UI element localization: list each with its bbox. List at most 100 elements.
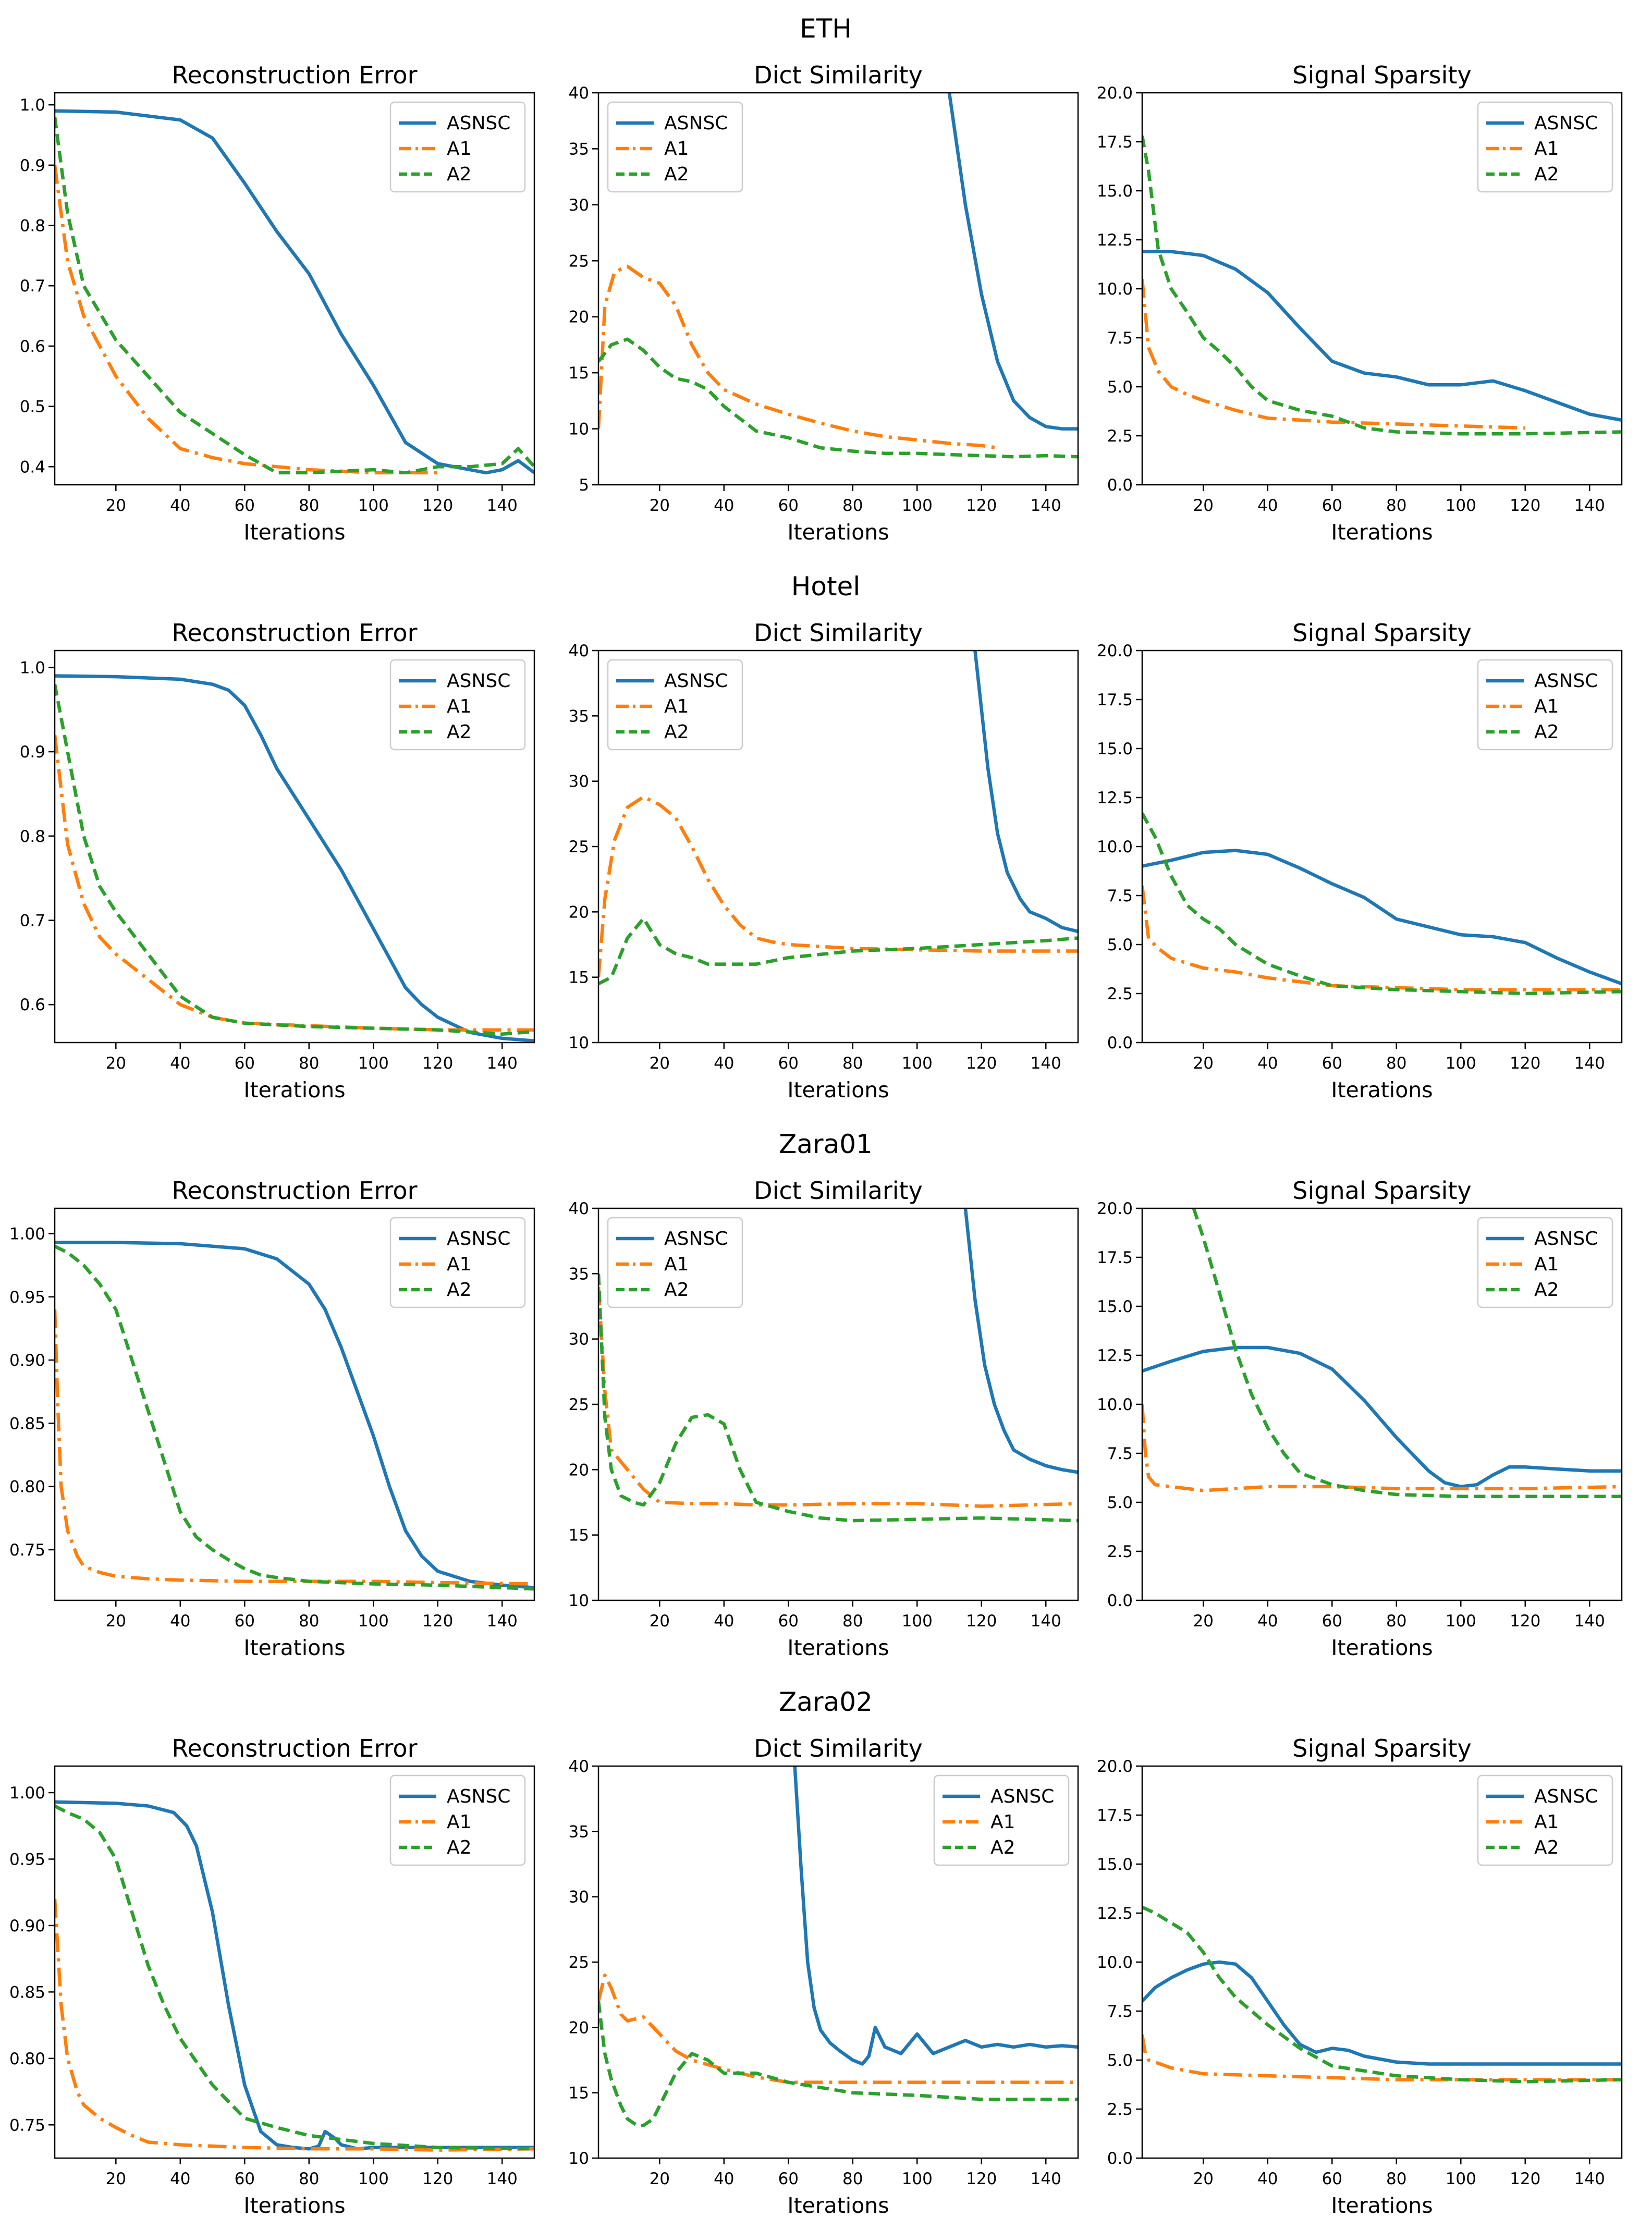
series-line-a1 [598,1287,1078,1508]
y-tick-label: 10.0 [1097,280,1133,299]
subplot-title: Reconstruction Error [172,1734,417,1762]
x-tick-label: 60 [1322,1612,1342,1631]
x-tick-label: 120 [966,1054,997,1073]
series-line-asnsc [1142,1345,1622,1489]
legend-label: A2 [990,1837,1015,1858]
y-tick-label: 7.5 [1107,2002,1133,2021]
legend: ASNSC A1 A2 [607,1217,743,1308]
legend-label: A1 [1534,138,1559,160]
y-tick-label: 10.0 [1097,1953,1133,1972]
x-tick-label: 140 [1574,2170,1605,2188]
x-tick-label: 60 [778,2170,799,2188]
y-tick-label: 10 [569,1034,589,1052]
x-tick-label: 80 [842,2170,863,2188]
x-tick-label: 80 [1386,2170,1406,2188]
x-tick-label: 40 [170,1612,190,1631]
subplot-title: Reconstruction Error [172,619,417,647]
legend: ASNSC A1 A2 [1477,101,1613,193]
y-tick-label: 35 [569,1265,589,1283]
subplot: Dict Similarity 20 40 60 80 100 120 140 Iteratio… [569,1177,1079,1660]
x-tick-label: 120 [966,496,997,515]
x-tick-label: 40 [170,2170,190,2188]
axes-frame [597,92,1079,486]
x-tick-label: 80 [299,496,319,515]
y-tick-label: 10 [569,420,589,439]
subplot: Signal Sparsity 20 40 60 80 100 120 140 Iteratio… [1097,61,1623,545]
series-line-a2 [1142,812,1622,996]
legend-label: A1 [1534,696,1559,717]
legend: ASNSC A1 A2 [1477,1217,1613,1308]
legend-label: A1 [990,1811,1015,1833]
y-tick-label: 0.80 [9,2050,45,2068]
legend-label: ASNSC [664,113,728,134]
x-tick-label: 140 [487,2170,518,2188]
y-tick-label: 0.7 [20,277,45,296]
subplot-title: Dict Similarity [754,61,923,89]
x-tick-label: 140 [487,496,518,515]
series-line-a2 [598,2001,1078,2127]
subplot-title: Dict Similarity [754,619,923,647]
x-tick-label: 60 [1322,2170,1342,2188]
x-tick-label: 40 [170,1054,190,1073]
legend: ASNSC A1 A2 [1477,1774,1613,1866]
legend-label: A1 [664,1254,689,1275]
x-axis-label: Iterations [1331,520,1433,545]
legend-label: A2 [447,164,472,185]
y-tick-label: 15.0 [1097,1855,1133,1874]
group-title: Zara02 [779,1687,873,1717]
legend-label: A1 [447,696,472,717]
x-tick-label: 140 [1031,2170,1061,2188]
y-tick-label: 12.5 [1097,1904,1133,1923]
y-tick-label: 1.00 [9,1784,45,1803]
x-tick-label: 20 [1193,496,1214,515]
x-axis-label: Iterations [243,520,345,545]
x-tick-label: 40 [1257,1612,1278,1631]
x-tick-label: 60 [235,1612,255,1631]
legend: ASNSC A1 A2 [933,1774,1070,1866]
y-tick-label: 12.5 [1097,1346,1133,1365]
y-tick-label: 0.75 [9,2116,45,2135]
group-title: Zara01 [779,1129,873,1159]
x-tick-label: 120 [966,2170,997,2188]
x-tick-label: 40 [714,1054,734,1073]
y-tick-label: 0.9 [20,156,45,175]
x-tick-label: 60 [235,1054,255,1073]
y-tick-label: 1.0 [20,96,45,115]
series-line-a2 [55,116,534,475]
x-axis-label: Iterations [787,2193,889,2217]
legend: ASNSC A1 A2 [607,101,743,193]
y-tick-label: 0.85 [9,1983,45,2002]
y-tick-label: 30 [569,196,589,215]
legend: ASNSC A1 A2 [389,1774,526,1866]
y-tick-label: 0.75 [9,1541,45,1560]
subplot: Signal Sparsity 20 40 60 80 100 120 140 Iteratio… [1097,619,1623,1103]
legend-label: A2 [1534,1279,1559,1301]
y-tick-label: 0.8 [20,827,45,846]
x-tick-label: 20 [106,1612,126,1631]
x-axis-label: Iterations [243,1077,345,1103]
series-line-a1 [1142,1404,1622,1492]
y-tick-label: 15.0 [1097,740,1133,758]
y-tick-label: 0.6 [20,996,45,1014]
series-line-asnsc [55,674,534,1043]
x-tick-label: 40 [1257,1054,1278,1073]
x-tick-label: 80 [842,496,863,515]
y-tick-label: 10.0 [1097,1395,1133,1414]
y-tick-label: 17.5 [1097,1806,1133,1825]
x-tick-label: 60 [1322,496,1342,515]
subplot: Reconstruction Error 20 40 60 80 100 120 140 Ite… [20,61,535,545]
legend-label: A2 [664,164,689,185]
x-tick-label: 120 [422,1054,453,1073]
legend: ASNSC A1 A2 [1477,659,1613,751]
legend-label: ASNSC [447,1786,510,1807]
x-tick-label: 120 [1510,2170,1540,2188]
y-tick-label: 0.4 [20,458,45,476]
subplot: Signal Sparsity 20 40 60 80 100 120 140 Iteratio… [1097,1734,1623,2217]
series-line-asnsc [793,1766,1078,2066]
y-tick-label: 20 [569,2018,589,2037]
series-line-a2 [598,337,1078,459]
legend: ASNSC A1 A2 [389,1217,526,1308]
y-tick-label: 2.5 [1107,1542,1133,1561]
y-tick-label: 2.5 [1107,2100,1133,2119]
